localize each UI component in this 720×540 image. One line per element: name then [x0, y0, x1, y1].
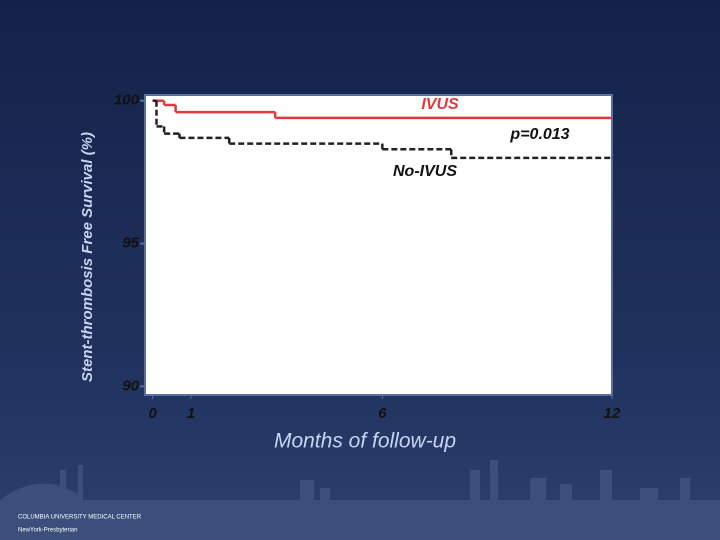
y-tick-label: 95: [122, 235, 139, 252]
logo-text: NewYork-Presbyterian: [18, 528, 77, 534]
logo-text: COLUMBIA UNIVERSITY MEDICAL CENTER: [18, 515, 142, 521]
x-tick-label: 12: [604, 405, 621, 422]
legend-label: IVUS: [421, 96, 459, 113]
skyline: [0, 460, 720, 540]
legend-label: No-IVUS: [393, 163, 457, 180]
y-tick-label: 100: [114, 92, 140, 109]
plot-area: [144, 94, 613, 396]
y-tick-label: 90: [122, 377, 139, 394]
y-axis-label: Stent-thrombosis Free Survival (%): [79, 132, 96, 382]
p-value: p=0.013: [509, 126, 569, 143]
x-tick-label: 1: [187, 405, 195, 422]
x-tick-label: 0: [148, 405, 157, 422]
x-axis-label: Months of follow-up: [274, 430, 456, 453]
x-tick-label: 6: [378, 405, 387, 422]
